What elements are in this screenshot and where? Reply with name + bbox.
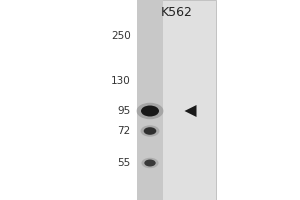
Text: 250: 250 bbox=[111, 31, 130, 41]
Ellipse shape bbox=[136, 103, 164, 119]
Ellipse shape bbox=[144, 127, 156, 135]
Ellipse shape bbox=[141, 125, 160, 137]
Ellipse shape bbox=[144, 160, 156, 166]
Ellipse shape bbox=[142, 158, 159, 168]
Ellipse shape bbox=[141, 106, 159, 116]
Text: 95: 95 bbox=[117, 106, 130, 116]
Text: 55: 55 bbox=[117, 158, 130, 168]
Bar bbox=[138, 0, 216, 200]
Text: 72: 72 bbox=[117, 126, 130, 136]
Text: 130: 130 bbox=[111, 76, 130, 86]
Bar bbox=[137, 0, 163, 200]
Text: K562: K562 bbox=[161, 6, 193, 20]
Polygon shape bbox=[184, 105, 196, 117]
